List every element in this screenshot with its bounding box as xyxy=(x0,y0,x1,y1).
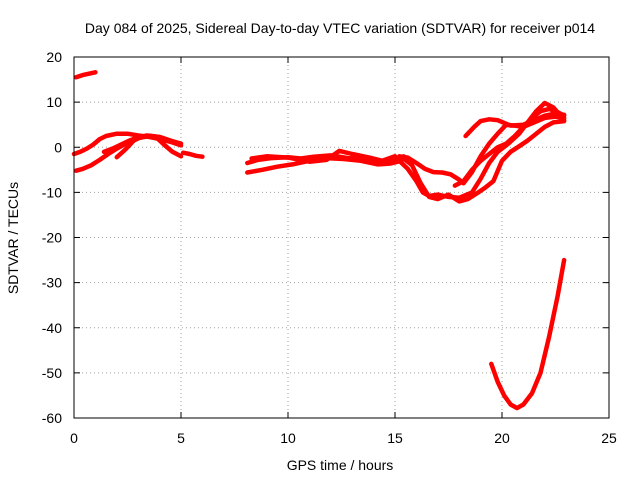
y-tick-label: 20 xyxy=(46,49,62,65)
series-arc-9 xyxy=(249,148,398,164)
y-axis-label: SDTVAR / TECUs xyxy=(5,182,21,294)
series-arc-10 xyxy=(397,100,567,201)
y-tick-label: -30 xyxy=(42,275,62,291)
y-tick-label: -60 xyxy=(42,410,62,426)
series-arc-11 xyxy=(401,118,567,204)
y-tick-label: -40 xyxy=(42,320,62,336)
series-arc-13 xyxy=(463,111,567,139)
y-tick-label: -20 xyxy=(42,230,62,246)
x-tick-label: 15 xyxy=(387,430,403,446)
series-arc-1 xyxy=(73,70,98,80)
y-tick-label: -10 xyxy=(42,184,62,200)
chart-title: Day 084 of 2025, Sidereal Day-to-day VTE… xyxy=(85,20,595,36)
x-tick-label: 10 xyxy=(280,430,296,446)
x-tick-label: 5 xyxy=(177,430,185,446)
series-layer xyxy=(71,70,567,411)
y-tick-label: 10 xyxy=(46,94,62,110)
y-tick-label: 0 xyxy=(54,139,62,155)
y-tick-label: -50 xyxy=(42,365,62,381)
x-tick-label: 25 xyxy=(601,430,617,446)
axis-layer: 0 5 10 15 20 25 -60 -50 -40 -30 -20 -10 0 10 20 xyxy=(42,49,617,446)
x-tick-label: 20 xyxy=(494,430,510,446)
series-arc-6 xyxy=(180,150,205,159)
grid-layer xyxy=(74,57,609,418)
x-tick-label: 0 xyxy=(70,430,78,446)
series-arc-14 xyxy=(452,106,567,188)
series-arc-15 xyxy=(489,257,567,411)
x-axis-label: GPS time / hours xyxy=(287,457,394,473)
series-arc-5 xyxy=(114,133,154,160)
